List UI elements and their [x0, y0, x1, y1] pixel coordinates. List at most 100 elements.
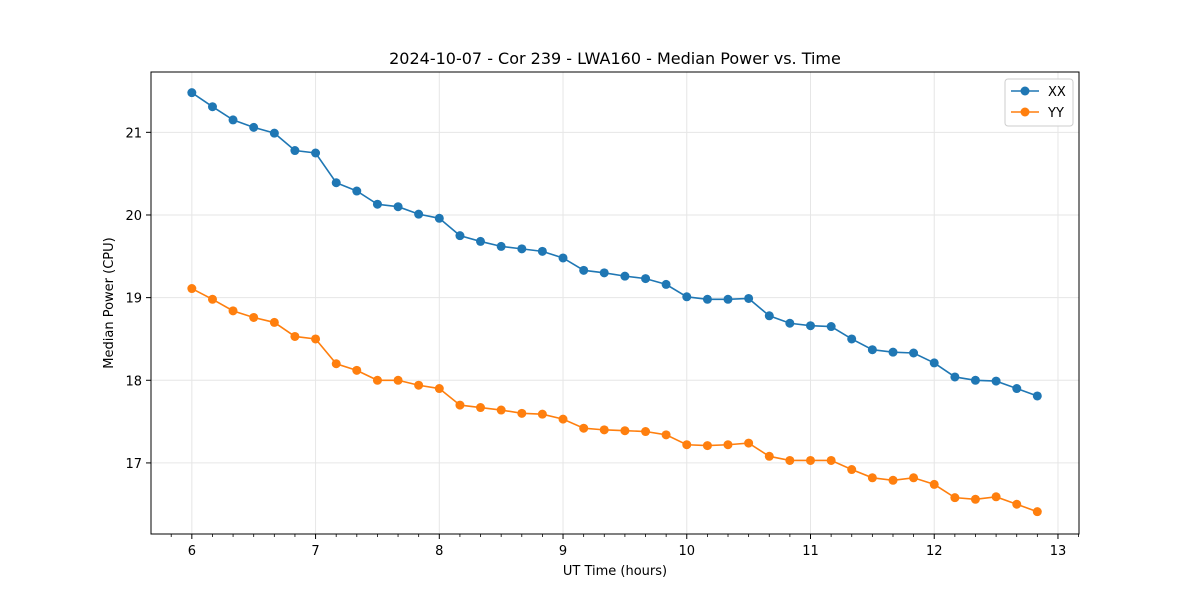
x-tick-label: 9: [559, 544, 567, 559]
data-point-yy: [537, 409, 547, 419]
data-point-yy: [599, 425, 609, 435]
data-point-yy: [682, 440, 692, 450]
y-tick-label: 21: [125, 126, 142, 141]
data-point-yy: [476, 403, 486, 413]
data-point-xx: [228, 115, 238, 125]
data-point-xx: [372, 199, 382, 209]
data-point-yy: [496, 405, 506, 415]
data-point-xx: [950, 372, 960, 382]
data-point-xx: [888, 347, 898, 357]
data-point-yy: [372, 375, 382, 385]
data-point-yy: [764, 451, 774, 461]
data-point-yy: [187, 284, 197, 294]
data-point-yy: [579, 423, 589, 433]
data-point-xx: [455, 231, 465, 241]
data-point-yy: [970, 494, 980, 504]
data-point-yy: [352, 365, 362, 375]
data-point-yy: [950, 493, 960, 503]
data-point-yy: [641, 427, 651, 437]
data-point-xx: [331, 178, 341, 188]
data-point-xx: [909, 348, 919, 358]
data-point-xx: [744, 293, 754, 303]
data-point-yy: [311, 334, 321, 344]
data-point-yy: [558, 414, 568, 424]
data-point-xx: [352, 186, 362, 196]
data-point-xx: [187, 88, 197, 98]
axes: 6 7 8 9 10 11 12 13 17 18 19 20 21: [125, 126, 1079, 559]
data-point-xx: [476, 236, 486, 246]
data-point-xx: [867, 345, 877, 355]
data-point-xx: [661, 279, 671, 289]
y-tick-label: 20: [125, 209, 142, 224]
data-point-yy: [744, 438, 754, 448]
data-point-yy: [909, 473, 919, 483]
y-axis-label: Median Power (CPU): [102, 237, 117, 368]
data-point-yy: [888, 475, 898, 485]
x-tick-label: 6: [188, 544, 196, 559]
x-tick-label: 12: [926, 544, 943, 559]
data-point-xx: [434, 213, 444, 223]
data-point-yy: [867, 473, 877, 483]
data-point-xx: [991, 376, 1001, 386]
data-point-xx: [970, 375, 980, 385]
data-point-yy: [847, 465, 857, 475]
data-point-xx: [249, 122, 259, 132]
data-point-xx: [517, 244, 527, 254]
data-point-yy: [723, 440, 733, 450]
data-point-yy: [991, 492, 1001, 502]
data-point-xx: [311, 148, 321, 158]
data-point-xx: [929, 358, 939, 368]
data-point-xx: [847, 334, 857, 344]
data-point-xx: [207, 102, 217, 112]
data-point-xx: [393, 202, 403, 212]
plot-frame: [150, 71, 1080, 535]
data-point-yy: [620, 426, 630, 436]
grid: [151, 72, 1079, 534]
data-point-xx: [826, 322, 836, 332]
data-point-yy: [702, 441, 712, 451]
x-tick-label: 11: [802, 544, 819, 559]
data-point-xx: [723, 294, 733, 304]
data-point-yy: [929, 479, 939, 489]
data-point-yy: [434, 384, 444, 394]
data-point-xx: [290, 146, 300, 156]
series-layer: [187, 88, 1042, 517]
data-point-xx: [496, 241, 506, 251]
data-point-yy: [331, 359, 341, 369]
data-point-xx: [702, 294, 712, 304]
data-point-yy: [455, 400, 465, 410]
chart-title: 2024-10-07 - Cor 239 - LWA160 - Median P…: [389, 49, 841, 68]
data-point-yy: [207, 294, 217, 304]
data-point-yy: [1012, 499, 1022, 509]
data-point-xx: [785, 318, 795, 328]
legend-marker-xx: [1020, 86, 1030, 96]
data-point-xx: [805, 321, 815, 331]
data-point-yy: [393, 375, 403, 385]
data-point-yy: [249, 312, 259, 322]
data-point-xx: [682, 292, 692, 302]
data-point-xx: [1012, 384, 1022, 394]
data-point-yy: [517, 408, 527, 418]
data-point-yy: [826, 455, 836, 465]
data-point-yy: [1032, 507, 1042, 517]
legend-marker-yy: [1020, 107, 1030, 117]
data-point-yy: [414, 380, 424, 390]
x-axis-label: UT Time (hours): [563, 564, 667, 579]
y-tick-label: 19: [125, 292, 142, 307]
data-point-xx: [620, 271, 630, 281]
data-point-yy: [269, 317, 279, 327]
data-point-xx: [558, 253, 568, 263]
legend: XX YY: [1004, 78, 1074, 127]
x-tick-label: 13: [1050, 544, 1067, 559]
x-tick-label: 8: [435, 544, 443, 559]
data-point-xx: [579, 265, 589, 275]
data-point-xx: [537, 246, 547, 256]
data-point-xx: [641, 274, 651, 284]
data-point-yy: [785, 455, 795, 465]
data-point-yy: [290, 331, 300, 341]
data-point-yy: [805, 455, 815, 465]
data-point-xx: [599, 268, 609, 278]
data-point-xx: [1032, 391, 1042, 401]
